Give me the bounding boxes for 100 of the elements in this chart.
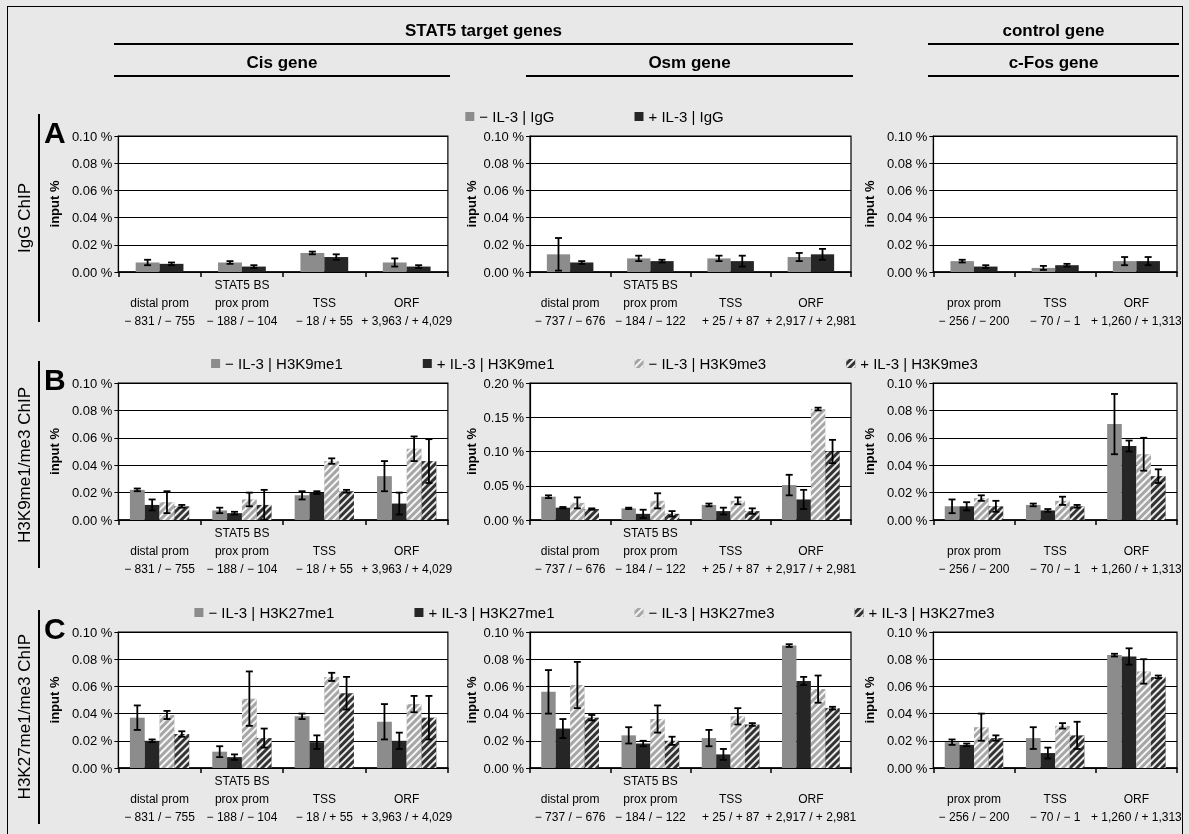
y-tick-label: 0.04 % [483, 210, 525, 226]
y-tick-label: 0.00 % [886, 512, 928, 528]
chart-title: c-Fos gene [928, 50, 1179, 77]
y-tick-label: 0.02 % [71, 733, 113, 749]
y-tick-label: 0.10 % [886, 624, 928, 640]
y-tick-label: 0.00 % [886, 264, 928, 280]
y-axis-title: input % [464, 180, 479, 228]
y-axis-title: input % [464, 427, 479, 475]
y-tick-label: 0.00 % [71, 512, 113, 528]
y-tick-label: 0.00 % [483, 512, 525, 528]
text: B [44, 363, 66, 397]
y-tick-label: 0.04 % [886, 210, 928, 226]
y-tick-label: 0.06 % [886, 182, 928, 198]
text: H3K9me1/me3 ChIP [15, 386, 35, 543]
x-tick-label: distal prom − 737 / − 676 [534, 544, 606, 576]
y-tick-label: 0.02 % [483, 733, 525, 749]
y-tick-label: 0.10 % [886, 375, 928, 391]
y-axis-title: input % [47, 676, 62, 724]
chart-title: Cis gene [114, 50, 450, 77]
x-tick-label: ORF + 2,917 / + 2,981 [765, 544, 857, 576]
legend-label: + IL-3 | IgG [648, 108, 724, 125]
y-tick-label: 0.04 % [886, 457, 928, 473]
x-tick-label: ORF + 3,963 / + 4,029 [361, 296, 453, 328]
y-tick-label: 0.08 % [71, 155, 113, 171]
y-tick-label: 0.08 % [483, 155, 525, 171]
x-tick-label: ORF + 3,963 / + 4,029 [361, 544, 453, 576]
y-tick-label: 0.08 % [483, 651, 525, 667]
y-axis-title: input % [862, 676, 877, 724]
text: IgG ChIP [15, 183, 35, 253]
x-tick-label: ORF + 3,963 / + 4,029 [361, 792, 453, 824]
y-tick-label: 0.04 % [483, 706, 525, 722]
text: C [44, 612, 66, 646]
x-tick-label: distal prom − 737 / − 676 [534, 296, 606, 328]
x-tick-label: STAT5 BS prox prom − 184 / − 122 [615, 526, 687, 576]
y-axis-title: input % [862, 427, 877, 475]
y-tick-label: 0.15 % [483, 409, 525, 425]
y-tick-label: 0.10 % [886, 128, 928, 144]
y-tick-label: 0.10 % [71, 624, 113, 640]
x-tick-label: TSS + 25 / + 87 [701, 544, 760, 576]
text: control gene [928, 18, 1179, 45]
y-tick-label: 0.05 % [483, 478, 525, 494]
y-tick-label: 0.02 % [71, 485, 113, 501]
y-tick-label: 0.06 % [886, 678, 928, 694]
legend-label: + IL-3 | H3K27me3 [868, 604, 995, 621]
y-tick-label: 0.04 % [71, 457, 113, 473]
x-tick-label: prox prom − 256 / − 200 [938, 792, 1010, 824]
x-tick-label: TSS + 25 / + 87 [701, 792, 760, 824]
x-tick-label: ORF + 1,260 / + 1,313 [1091, 792, 1183, 824]
legend-label: − IL-3 | H3K9me1 [225, 355, 343, 372]
y-tick-label: 0.08 % [886, 402, 928, 418]
y-tick-label: 0.06 % [71, 678, 113, 694]
x-tick-label: STAT5 BS prox prom − 188 / − 104 [206, 526, 278, 576]
x-tick-label: STAT5 BS prox prom − 184 / − 122 [615, 278, 687, 328]
y-tick-label: 0.08 % [886, 155, 928, 171]
y-tick-label: 0.10 % [71, 375, 113, 391]
y-axis-title: input % [862, 180, 877, 228]
y-tick-label: 0.00 % [71, 760, 113, 776]
x-tick-label: STAT5 BS prox prom − 188 / − 104 [206, 278, 278, 328]
y-tick-label: 0.04 % [71, 706, 113, 722]
y-tick-label: 0.00 % [483, 264, 525, 280]
y-axis-title: input % [47, 427, 62, 475]
y-axis-title: input % [464, 676, 479, 724]
x-tick-label: TSS − 18 / + 55 [295, 792, 354, 824]
x-tick-label: distal prom − 831 / − 755 [124, 296, 196, 328]
x-tick-label: prox prom − 256 / − 200 [938, 296, 1010, 328]
x-tick-label: ORF + 1,260 / + 1,313 [1091, 544, 1183, 576]
x-tick-label: TSS + 25 / + 87 [701, 296, 760, 328]
x-tick-label: STAT5 BS prox prom − 184 / − 122 [615, 774, 687, 824]
text: H3K27me1/me3 ChIP [15, 634, 35, 800]
text: STAT5 target genes [114, 18, 853, 45]
y-tick-label: 0.10 % [71, 128, 113, 144]
y-tick-label: 0.08 % [886, 651, 928, 667]
y-tick-label: 0.02 % [886, 733, 928, 749]
x-tick-label: prox prom − 256 / − 200 [938, 544, 1010, 576]
y-tick-label: 0.00 % [71, 264, 113, 280]
y-tick-label: 0.10 % [483, 128, 525, 144]
y-tick-label: 0.06 % [71, 182, 113, 198]
legend-label: + IL-3 | H3K27me1 [428, 604, 555, 621]
y-tick-label: 0.20 % [483, 375, 525, 391]
y-tick-label: 0.02 % [886, 485, 928, 501]
x-tick-label: ORF + 1,260 / + 1,313 [1091, 296, 1183, 328]
y-tick-label: 0.10 % [483, 624, 525, 640]
x-tick-label: ORF + 2,917 / + 2,981 [765, 792, 857, 824]
y-tick-label: 0.02 % [71, 237, 113, 253]
legend-label: + IL-3 | H3K9me1 [436, 355, 555, 372]
x-tick-label: distal prom − 737 / − 676 [534, 792, 606, 824]
legend-label: − IL-3 | H3K27me3 [648, 604, 775, 621]
x-tick-label: STAT5 BS prox prom − 188 / − 104 [206, 774, 278, 824]
y-tick-label: 0.10 % [483, 444, 525, 459]
y-tick-label: 0.00 % [483, 760, 525, 776]
x-tick-label: distal prom − 831 / − 755 [124, 792, 196, 824]
x-tick-label: TSS − 18 / + 55 [295, 544, 354, 576]
chart-title: Osm gene [526, 50, 853, 77]
x-tick-label: distal prom − 831 / − 755 [124, 544, 196, 576]
legend-label: − IL-3 | IgG [479, 108, 555, 125]
y-axis-title: input % [47, 180, 62, 228]
y-tick-label: 0.06 % [483, 182, 525, 198]
y-tick-label: 0.02 % [886, 237, 928, 253]
text: A [44, 116, 66, 150]
y-tick-label: 0.06 % [71, 430, 113, 446]
